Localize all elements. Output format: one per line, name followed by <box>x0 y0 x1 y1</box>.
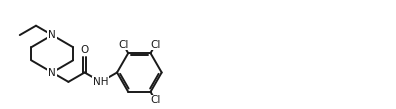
Text: N: N <box>48 30 56 40</box>
Text: O: O <box>80 45 89 55</box>
Text: N: N <box>48 67 56 77</box>
Text: NH: NH <box>93 77 109 87</box>
Text: Cl: Cl <box>150 95 160 105</box>
Text: Cl: Cl <box>118 40 129 50</box>
Text: Cl: Cl <box>150 40 160 50</box>
